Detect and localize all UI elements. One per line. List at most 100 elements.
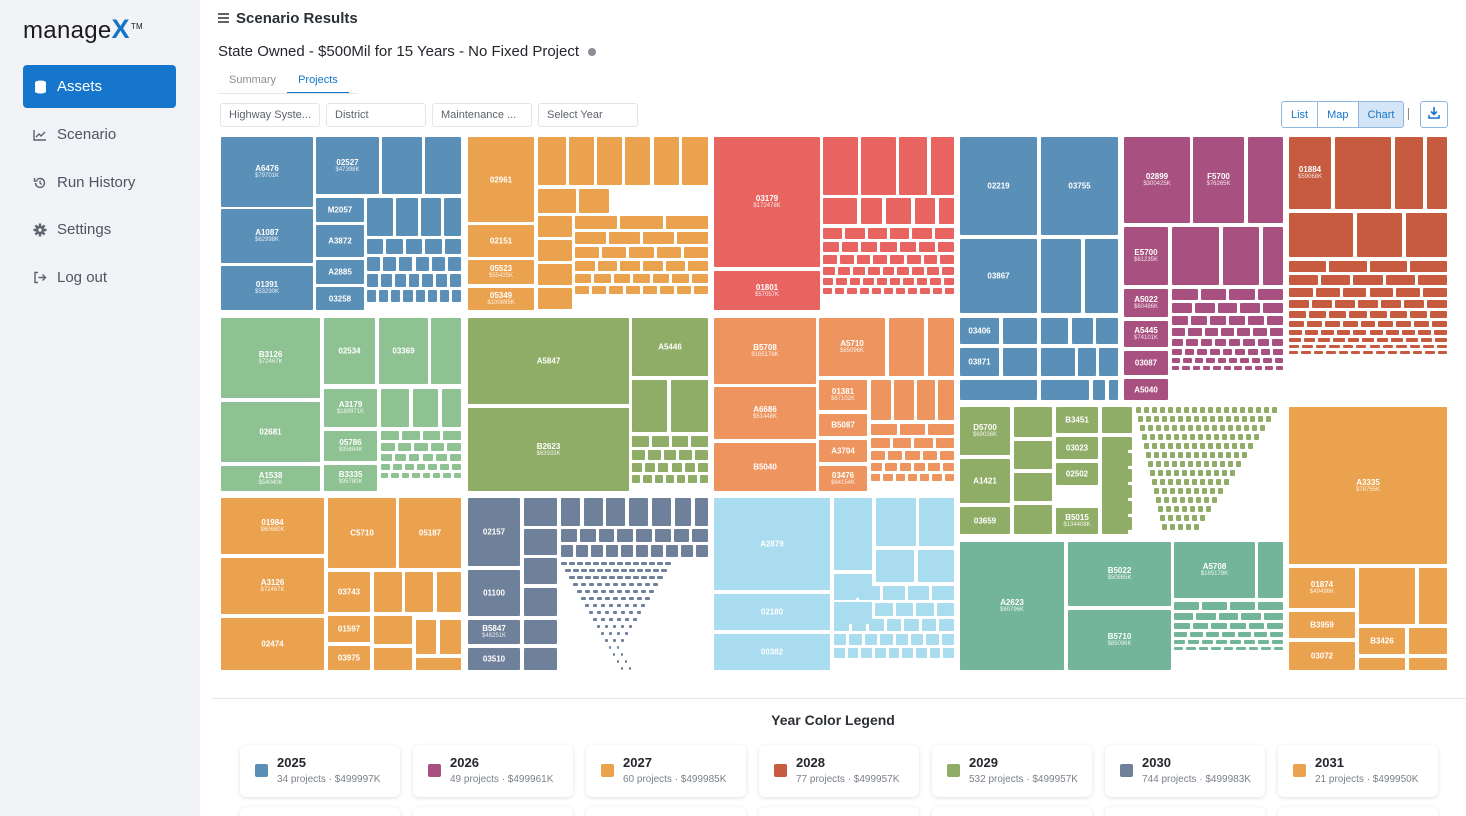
treemap-tile[interactable] — [1188, 328, 1202, 336]
treemap-tile[interactable] — [1150, 470, 1155, 476]
treemap-tile[interactable] — [1423, 345, 1434, 348]
treemap-tile[interactable] — [601, 590, 606, 593]
treemap-tile[interactable] — [675, 498, 691, 526]
treemap-tile[interactable] — [1204, 328, 1218, 336]
treemap-tile[interactable] — [1240, 358, 1249, 363]
treemap-tile[interactable]: A5445 $74101K — [1124, 321, 1168, 347]
treemap-tile[interactable] — [381, 389, 409, 427]
treemap-tile[interactable]: A5446 — [632, 318, 708, 376]
treemap-tile[interactable] — [1184, 407, 1189, 413]
treemap-tile[interactable] — [1226, 416, 1231, 422]
treemap-tile[interactable] — [581, 569, 587, 572]
treemap-tile[interactable] — [1186, 488, 1191, 494]
treemap-tile[interactable] — [1172, 349, 1182, 355]
treemap-tile[interactable] — [1382, 345, 1394, 348]
treemap-tile[interactable]: 02157 — [468, 498, 520, 566]
treemap-tile[interactable] — [637, 569, 643, 572]
treemap-tile[interactable] — [444, 239, 461, 254]
treemap-tile[interactable] — [613, 597, 618, 600]
treemap-tile[interactable] — [613, 639, 616, 642]
treemap-tile[interactable] — [692, 529, 708, 542]
treemap-tile[interactable] — [1014, 407, 1052, 437]
treemap-tile[interactable] — [1164, 497, 1169, 503]
treemap-tile[interactable] — [649, 562, 655, 565]
treemap-tile[interactable] — [422, 274, 434, 287]
treemap-tile[interactable] — [1184, 479, 1189, 485]
treemap-tile[interactable] — [575, 216, 618, 229]
treemap-tile[interactable] — [823, 242, 840, 252]
treemap-tile[interactable] — [1180, 497, 1185, 503]
treemap-tile[interactable] — [1436, 345, 1447, 348]
treemap-tile[interactable] — [1102, 517, 1132, 530]
treemap-tile[interactable] — [431, 257, 445, 271]
sidebar-item-settings[interactable]: Settings — [23, 208, 176, 251]
treemap-tile[interactable] — [394, 274, 406, 287]
treemap-tile[interactable] — [1200, 515, 1205, 521]
legend-item-2031[interactable]: 2031 21 projects · $499950K — [1278, 745, 1438, 797]
treemap-tile[interactable] — [524, 529, 557, 555]
treemap-tile[interactable] — [1158, 434, 1163, 440]
treemap-tile[interactable] — [591, 545, 603, 557]
treemap-tile[interactable] — [1396, 288, 1421, 297]
treemap-tile[interactable] — [425, 239, 442, 254]
treemap-tile[interactable] — [1226, 452, 1231, 458]
treemap-tile[interactable] — [597, 611, 601, 614]
treemap-tile[interactable] — [1041, 380, 1089, 400]
treemap-tile[interactable] — [929, 648, 941, 658]
treemap-tile[interactable] — [641, 604, 645, 607]
treemap-tile[interactable] — [910, 634, 924, 645]
treemap-tile[interactable] — [886, 619, 902, 631]
treemap-tile[interactable] — [632, 380, 667, 432]
treemap-tile[interactable] — [1176, 515, 1181, 521]
treemap-tile[interactable] — [421, 198, 441, 236]
treemap-tile[interactable] — [593, 590, 598, 593]
treemap-tile[interactable] — [374, 572, 402, 612]
treemap-tile[interactable] — [1198, 647, 1209, 650]
app-logo[interactable]: manageXTM — [23, 14, 143, 45]
treemap-tile[interactable] — [1102, 407, 1132, 433]
treemap-tile[interactable] — [1204, 497, 1209, 503]
treemap-tile[interactable] — [606, 498, 625, 526]
treemap-tile[interactable] — [681, 545, 693, 557]
treemap-tile[interactable] — [1168, 407, 1173, 413]
treemap-tile[interactable] — [871, 380, 891, 420]
treemap-tile[interactable] — [699, 475, 708, 483]
treemap-tile[interactable] — [1170, 524, 1175, 530]
treemap-tile[interactable]: B5015 $134408K — [1056, 508, 1098, 534]
treemap-tile[interactable] — [621, 597, 626, 600]
treemap-tile[interactable] — [1160, 407, 1165, 413]
treemap-tile[interactable] — [1172, 461, 1177, 467]
treemap-tile[interactable] — [538, 264, 572, 285]
treemap-tile[interactable] — [538, 288, 572, 309]
treemap-tile[interactable] — [1224, 479, 1229, 485]
treemap-tile[interactable]: 03406 — [960, 318, 999, 344]
treemap-tile[interactable] — [613, 653, 615, 656]
treemap-tile[interactable] — [1162, 452, 1167, 458]
treemap-tile[interactable] — [899, 137, 927, 195]
treemap-tile[interactable] — [396, 198, 418, 236]
treemap-tile[interactable] — [1174, 632, 1187, 637]
treemap-tile[interactable] — [1140, 425, 1145, 431]
treemap-tile[interactable] — [895, 603, 913, 616]
treemap-tile[interactable] — [1258, 542, 1283, 598]
district-filter[interactable]: District — [326, 103, 426, 127]
treemap-tile[interactable] — [847, 648, 859, 658]
treemap-tile[interactable] — [696, 545, 708, 557]
treemap-tile[interactable] — [609, 562, 615, 565]
treemap-tile[interactable] — [609, 632, 612, 635]
treemap-tile[interactable] — [367, 274, 378, 287]
treemap-tile[interactable] — [1203, 366, 1211, 370]
treemap-tile[interactable] — [892, 438, 911, 448]
treemap-tile[interactable] — [637, 583, 642, 586]
treemap-tile[interactable] — [1218, 613, 1239, 620]
treemap-tile[interactable] — [1194, 358, 1204, 363]
info-icon[interactable] — [588, 47, 597, 56]
treemap-tile[interactable] — [1273, 647, 1283, 650]
treemap-tile[interactable]: 05187 — [399, 498, 461, 568]
treemap-tile[interactable] — [654, 529, 671, 542]
treemap-tile[interactable] — [649, 576, 655, 579]
treemap-tile[interactable] — [839, 255, 854, 264]
treemap-tile[interactable] — [1289, 275, 1319, 285]
treemap-tile[interactable] — [1229, 358, 1238, 363]
treemap-tile[interactable] — [1192, 443, 1197, 449]
